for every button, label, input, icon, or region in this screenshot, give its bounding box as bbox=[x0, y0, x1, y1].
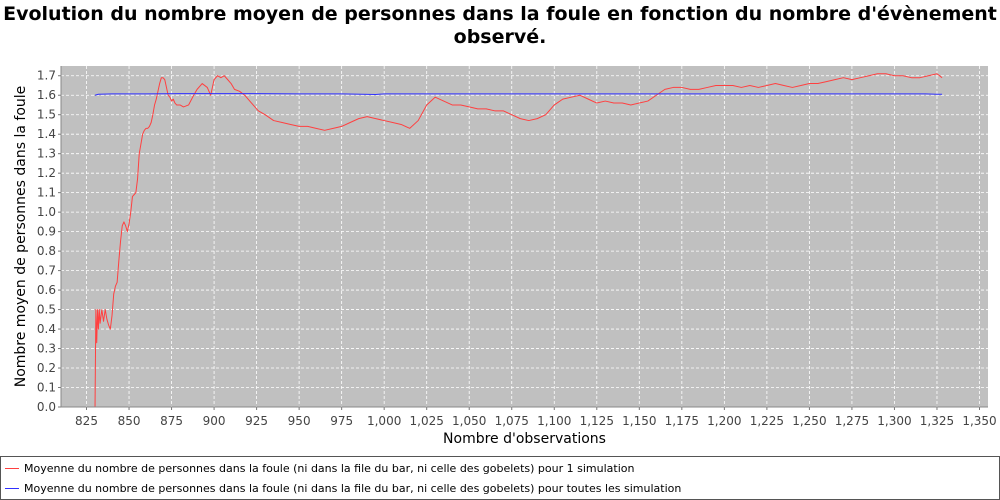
legend-item-series-1: Moyenne du nombre de personnes dans la f… bbox=[5, 459, 634, 477]
y-tick-label: 0.2 bbox=[37, 361, 56, 375]
x-tick-label: 1,200 bbox=[707, 414, 741, 428]
y-tick-label: 1.0 bbox=[37, 205, 56, 219]
y-tick-label: 1.3 bbox=[37, 147, 56, 161]
x-tick-label: 1,350 bbox=[962, 414, 996, 428]
x-tick-label: 1,275 bbox=[835, 414, 869, 428]
y-tick-label: 0.9 bbox=[37, 225, 56, 239]
x-tick-label: 1,075 bbox=[495, 414, 529, 428]
plot-area bbox=[61, 66, 988, 407]
legend-label-series-2: Moyenne du nombre de personnes dans la f… bbox=[24, 481, 682, 495]
axes: 825 850 875 900 925 950 975 1,000 1,025 1,050 1,07… bbox=[37, 66, 997, 428]
x-tick-label: 1,100 bbox=[537, 414, 571, 428]
y-tick-label: 0.6 bbox=[37, 283, 56, 297]
x-tick-label: 1,150 bbox=[622, 414, 656, 428]
x-axis-label: Nombre d'observations bbox=[443, 431, 606, 447]
y-tick-label: 1.2 bbox=[37, 166, 56, 180]
series-layer bbox=[94, 73, 943, 408]
x-tick-label: 1,300 bbox=[877, 414, 911, 428]
line-chart: 825 850 875 900 925 950 975 1,000 1,025 1,050 1,07… bbox=[13, 66, 997, 447]
y-tick-label: 1.6 bbox=[37, 88, 56, 102]
y-tick-label: 1.1 bbox=[37, 186, 56, 200]
legend-item-series-2: Moyenne du nombre de personnes dans la f… bbox=[5, 479, 681, 497]
y-tick-label: 0.5 bbox=[37, 303, 56, 317]
x-tick-label: 1,175 bbox=[665, 414, 699, 428]
y-tick-label: 0.3 bbox=[37, 342, 56, 356]
legend-label-series-1: Moyenne du nombre de personnes dans la f… bbox=[24, 461, 635, 475]
y-tick-label: 1.7 bbox=[37, 69, 56, 83]
y-tick-label: 0.0 bbox=[37, 400, 56, 414]
y-tick-label: 1.5 bbox=[37, 108, 56, 122]
legend-swatch-series-1 bbox=[5, 467, 19, 469]
y-tick-label: 0.7 bbox=[37, 264, 56, 278]
x-tick-label: 1,250 bbox=[792, 414, 826, 428]
series-line-2 bbox=[94, 93, 943, 96]
y-tick-label: 0.8 bbox=[37, 244, 56, 258]
x-tick-label: 850 bbox=[118, 414, 141, 428]
x-tick-label: 1,325 bbox=[920, 414, 954, 428]
chart-title: Evolution du nombre moyen de personnes d… bbox=[3, 3, 997, 48]
x-tick-label: 925 bbox=[245, 414, 268, 428]
x-tick-label: 875 bbox=[160, 414, 183, 428]
x-tick-label: 1,125 bbox=[580, 414, 614, 428]
x-tick-label: 1,050 bbox=[452, 414, 486, 428]
y-tick-label: 0.1 bbox=[37, 381, 56, 395]
x-tick-label: 1,000 bbox=[367, 414, 401, 428]
legend-swatch-series-2 bbox=[5, 487, 19, 489]
y-tick-label: 0.4 bbox=[37, 322, 56, 336]
y-axis-label: Nombre moyen de personnes dans la foule bbox=[13, 86, 29, 388]
x-tick-label: 950 bbox=[288, 414, 311, 428]
legend: Moyenne du nombre de personnes dans la f… bbox=[0, 456, 1000, 500]
x-tick-label: 825 bbox=[75, 414, 98, 428]
y-tick-label: 1.4 bbox=[37, 127, 56, 141]
x-tick-label: 1,025 bbox=[410, 414, 444, 428]
x-tick-label: 900 bbox=[203, 414, 226, 428]
series-line-1 bbox=[94, 73, 943, 408]
x-tick-label: 975 bbox=[330, 414, 353, 428]
x-tick-label: 1,225 bbox=[750, 414, 784, 428]
